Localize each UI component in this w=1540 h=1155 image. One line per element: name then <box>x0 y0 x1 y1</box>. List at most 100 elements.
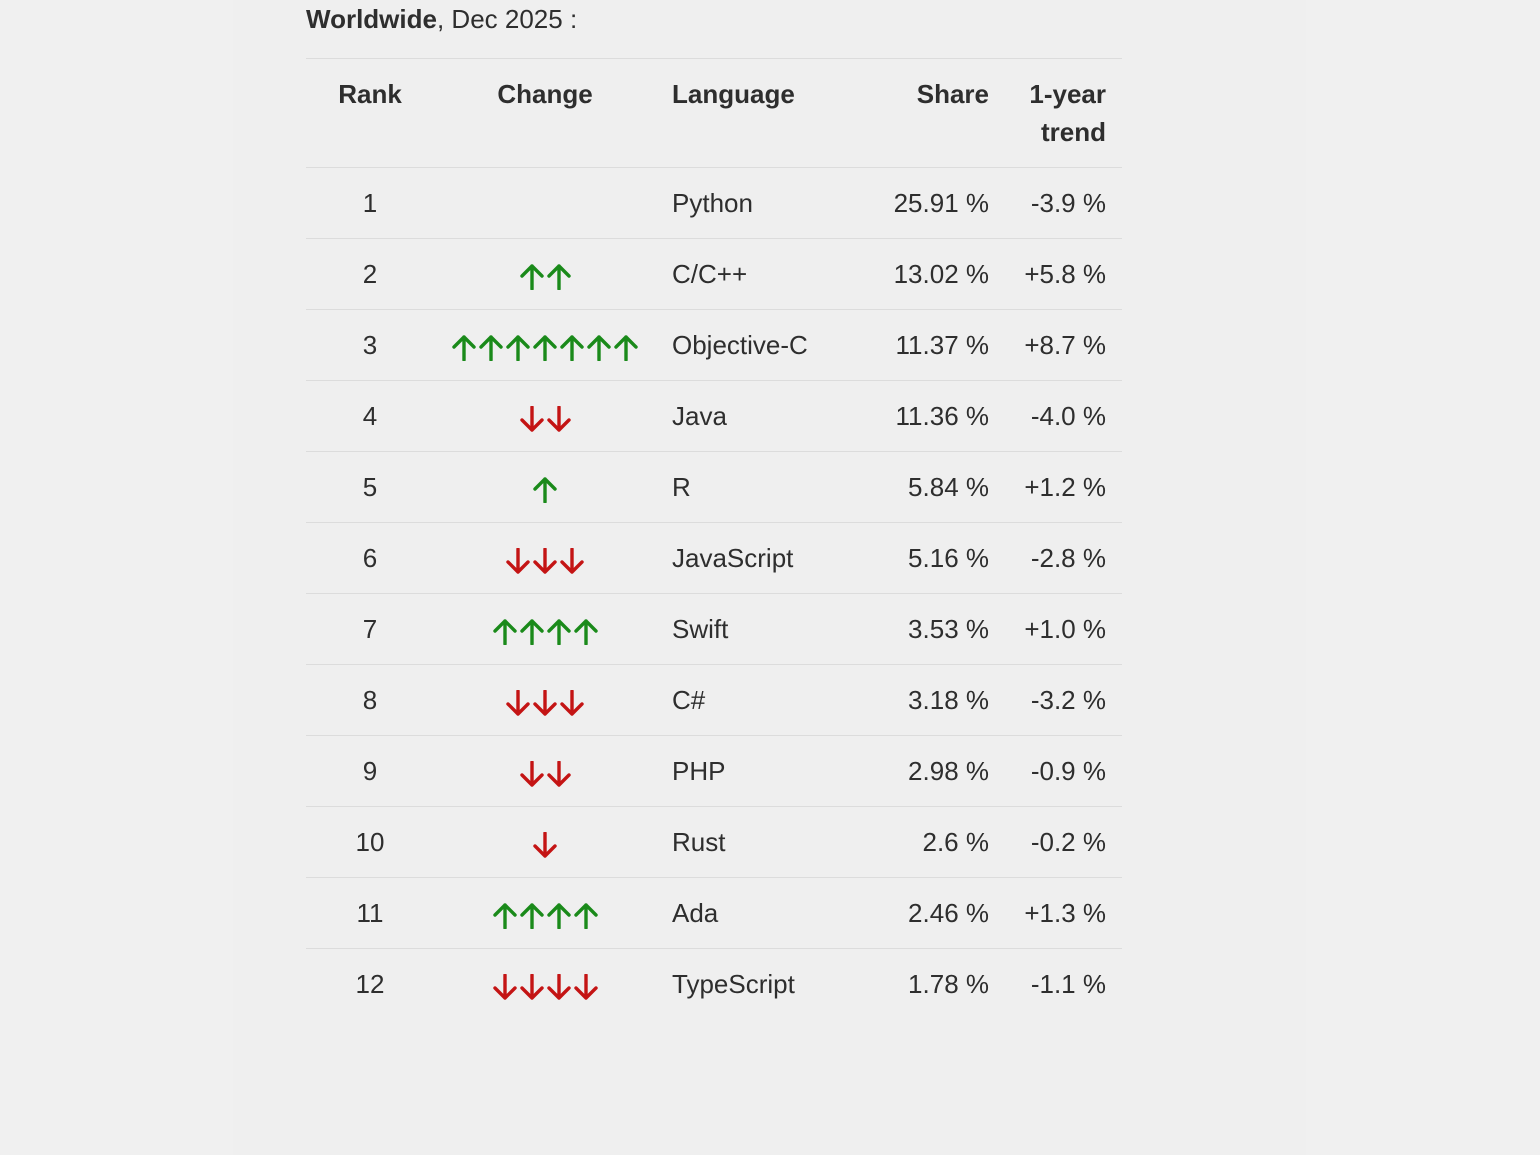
header-change: Change <box>434 58 656 168</box>
table-row: 7 Swift 3.53 % +1.0 % <box>306 593 1122 665</box>
arrow-down-icon <box>546 974 571 1000</box>
table-row: 1 Python 25.91 % -3.9 % <box>306 167 1122 239</box>
arrow-up-icon <box>546 264 571 291</box>
cell-language: TypeScript <box>656 948 873 1019</box>
cell-trend: +1.3 % <box>1005 877 1122 949</box>
arrow-up-icon <box>452 335 476 362</box>
arrow-down-icon <box>533 832 557 858</box>
table-heading: Worldwide, Dec 2025 : <box>306 2 577 36</box>
arrow-up-icon <box>492 619 517 646</box>
cell-rank: 5 <box>306 451 434 523</box>
arrow-up-icon <box>506 335 530 362</box>
cell-rank: 4 <box>306 380 434 452</box>
cell-change <box>434 309 656 381</box>
change-arrows <box>533 832 557 858</box>
heading-period: , Dec 2025 : <box>436 4 578 34</box>
table-row: 4 Java 11.36 % -4.0 % <box>306 380 1122 452</box>
change-arrows <box>492 619 598 646</box>
cell-change <box>434 948 656 1019</box>
arrow-down-icon <box>506 690 530 716</box>
cell-change <box>434 380 656 452</box>
arrow-up-icon <box>546 903 571 930</box>
ranking-table: Rank Change Language Share 1-year trend … <box>306 58 1122 1019</box>
arrow-down-icon <box>573 974 598 1000</box>
arrow-up-icon <box>573 619 598 646</box>
cell-share: 2.6 % <box>873 806 1005 878</box>
header-share: Share <box>873 58 1005 168</box>
table-row: 9 PHP 2.98 % -0.9 % <box>306 735 1122 807</box>
table-header-row: Rank Change Language Share 1-year trend <box>306 58 1122 168</box>
cell-language: Java <box>656 380 873 452</box>
change-arrows <box>492 903 598 930</box>
cell-change <box>434 877 656 949</box>
arrow-down-icon <box>519 974 544 1000</box>
arrow-up-icon <box>560 335 584 362</box>
change-arrows <box>506 690 584 716</box>
table-row: 6 JavaScript 5.16 % -2.8 % <box>306 522 1122 594</box>
cell-language: R <box>656 451 873 523</box>
cell-trend: +8.7 % <box>1005 309 1122 381</box>
cell-share: 25.91 % <box>873 167 1005 239</box>
header-language: Language <box>656 58 873 168</box>
arrow-down-icon <box>560 690 584 716</box>
arrow-down-icon <box>546 761 571 787</box>
cell-language: Python <box>656 167 873 239</box>
cell-language: Rust <box>656 806 873 878</box>
cell-share: 13.02 % <box>873 238 1005 310</box>
cell-trend: -1.1 % <box>1005 948 1122 1019</box>
cell-change <box>434 167 656 239</box>
cell-share: 2.46 % <box>873 877 1005 949</box>
arrow-down-icon <box>546 406 571 432</box>
arrow-up-icon <box>519 264 544 291</box>
cell-trend: +1.0 % <box>1005 593 1122 665</box>
cell-language: Ada <box>656 877 873 949</box>
arrow-up-icon <box>519 903 544 930</box>
cell-language: PHP <box>656 735 873 807</box>
table-row: 8 C# 3.18 % -3.2 % <box>306 664 1122 736</box>
arrow-up-icon <box>533 477 557 504</box>
arrow-up-icon <box>546 619 571 646</box>
cell-rank: 7 <box>306 593 434 665</box>
cell-change <box>434 593 656 665</box>
table-row: 10 Rust 2.6 % -0.2 % <box>306 806 1122 878</box>
cell-language: C/C++ <box>656 238 873 310</box>
cell-share: 5.84 % <box>873 451 1005 523</box>
arrow-up-icon <box>573 903 598 930</box>
cell-language: C# <box>656 664 873 736</box>
table-row: 11 Ada 2.46 % +1.3 % <box>306 877 1122 949</box>
arrow-down-icon <box>519 761 544 787</box>
heading-region: Worldwide <box>306 4 437 34</box>
change-arrows <box>519 761 571 787</box>
cell-language: Swift <box>656 593 873 665</box>
cell-share: 3.53 % <box>873 593 1005 665</box>
cell-share: 11.36 % <box>873 380 1005 452</box>
change-arrows <box>533 477 557 504</box>
arrow-up-icon <box>519 619 544 646</box>
change-arrows <box>506 548 584 574</box>
table-body: 1 Python 25.91 % -3.9 % 2 C/C++ 13.02 % +5.8 % 3… <box>306 167 1122 1019</box>
cell-rank: 11 <box>306 877 434 949</box>
cell-trend: +5.8 % <box>1005 238 1122 310</box>
change-arrows <box>452 335 638 362</box>
table-row: 5 R 5.84 % +1.2 % <box>306 451 1122 523</box>
arrow-up-icon <box>587 335 611 362</box>
cell-change <box>434 735 656 807</box>
cell-rank: 6 <box>306 522 434 594</box>
cell-trend: -3.9 % <box>1005 167 1122 239</box>
cell-trend: -2.8 % <box>1005 522 1122 594</box>
cell-language: Objective-C <box>656 309 873 381</box>
cell-rank: 9 <box>306 735 434 807</box>
cell-share: 2.98 % <box>873 735 1005 807</box>
table-row: 3 Objective-C 11.37 % +8.7 % <box>306 309 1122 381</box>
cell-share: 5.16 % <box>873 522 1005 594</box>
change-arrows <box>519 264 571 291</box>
cell-trend: -3.2 % <box>1005 664 1122 736</box>
cell-change <box>434 806 656 878</box>
arrow-down-icon <box>560 548 584 574</box>
arrow-down-icon <box>492 974 517 1000</box>
cell-language: JavaScript <box>656 522 873 594</box>
cell-trend: -0.9 % <box>1005 735 1122 807</box>
cell-trend: +1.2 % <box>1005 451 1122 523</box>
cell-share: 3.18 % <box>873 664 1005 736</box>
arrow-down-icon <box>533 690 557 716</box>
